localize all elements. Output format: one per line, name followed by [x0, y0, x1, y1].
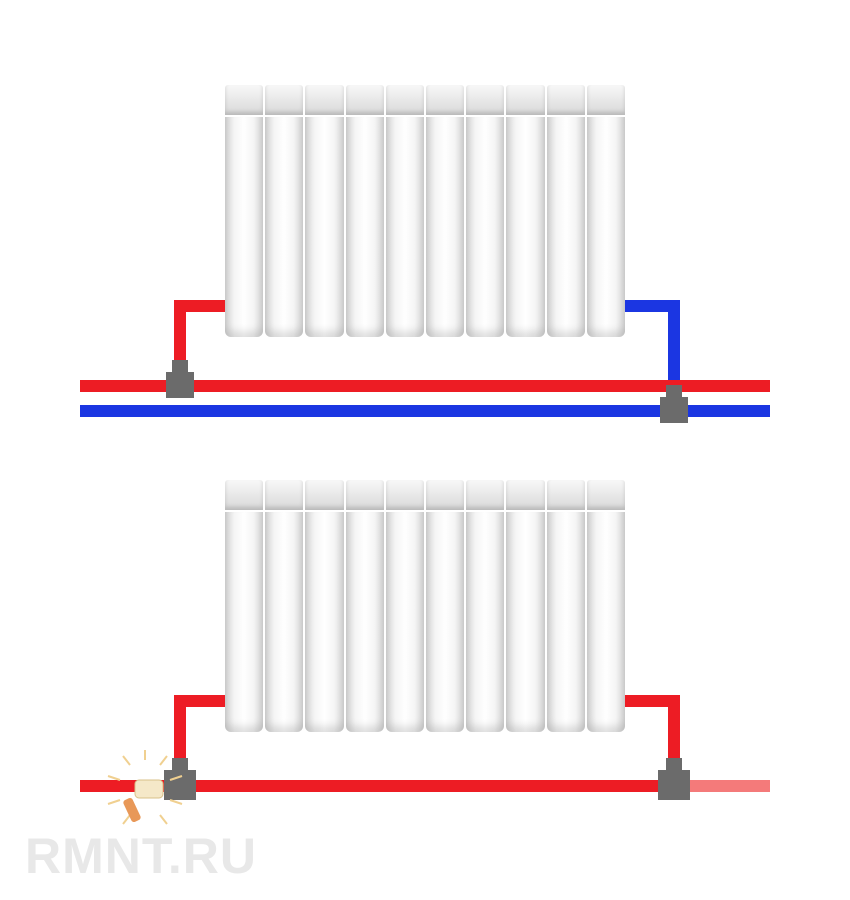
radiator-section [587, 512, 625, 732]
radiator-header-cell [386, 480, 424, 510]
radiator-section [265, 512, 303, 732]
radiator-header-cell [547, 480, 585, 510]
radiator-section [466, 512, 504, 732]
main-mid-pipe [180, 780, 680, 792]
radiator-section [386, 512, 424, 732]
radiator-section [225, 512, 263, 732]
radiator-header-cell [305, 480, 343, 510]
radiator-section [426, 512, 464, 732]
radiator-header-cell [466, 480, 504, 510]
radiator-header-cell [225, 480, 263, 510]
main-out-pipe [680, 780, 770, 792]
radiator-header-cell [346, 480, 384, 510]
watermark-icon [105, 750, 185, 830]
radiator [225, 480, 625, 732]
radiator-header [225, 480, 625, 510]
radiator-header-cell [265, 480, 303, 510]
radiator-body [225, 512, 625, 732]
radiator-section [305, 512, 343, 732]
radiator-header-cell [506, 480, 544, 510]
radiator-header-cell [426, 480, 464, 510]
watermark-text: RMNT.RU [25, 827, 257, 885]
tee-fitting [658, 770, 690, 800]
radiator-section [346, 512, 384, 732]
radiator-section [506, 512, 544, 732]
radiator-header-cell [587, 480, 625, 510]
tee-stem [666, 758, 682, 772]
radiator-section [547, 512, 585, 732]
